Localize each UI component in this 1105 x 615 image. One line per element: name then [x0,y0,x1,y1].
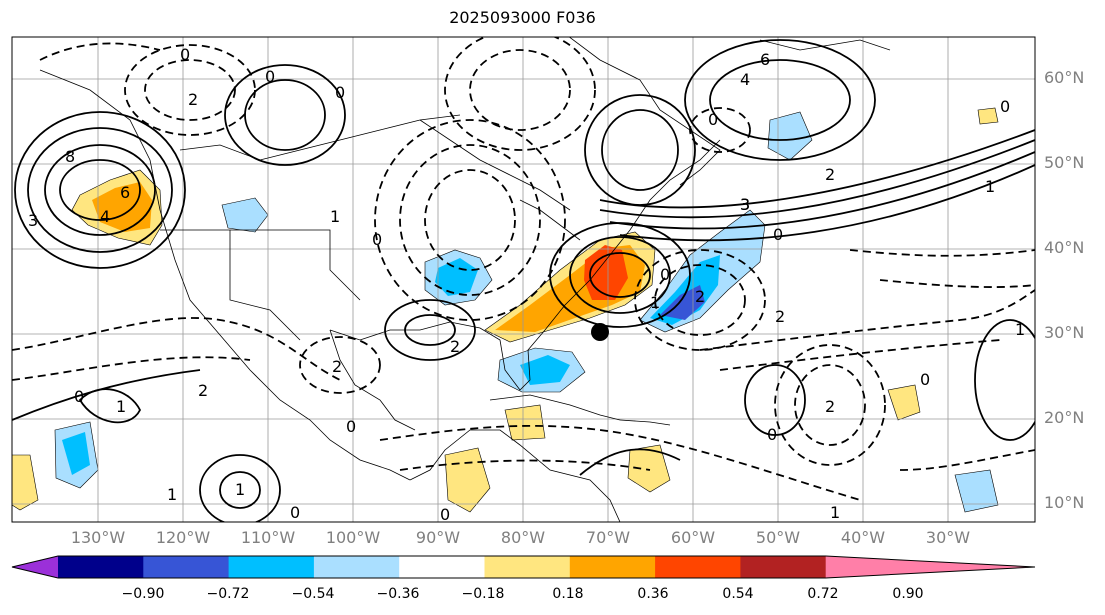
colorbar-tick: −0.36 [376,586,420,602]
contour-label: 6 [760,50,770,69]
colorbar-tick: 0.90 [892,586,924,602]
contour-label: 4 [100,207,110,226]
contour-label: 6 [120,183,130,202]
colorbar-segment [740,556,827,578]
contour-label: 2 [450,337,460,356]
contour-label: 0 [372,230,382,249]
lat-label: 50°N [1044,153,1085,172]
colorbar-extend-low [12,556,58,578]
colorbar-tick: 0.72 [807,586,839,602]
lon-label: 80°W [500,528,546,547]
contour-label: 0 [767,425,777,444]
contour-label: 1 [985,177,995,196]
contour-label: 0 [335,83,345,102]
lon-label: 70°W [585,528,631,547]
contour-label: 1 [1015,320,1025,339]
colorbar-extend-high [825,556,1035,578]
colorbar-segment [569,556,656,578]
colorbar-tick: 0.18 [552,586,584,602]
lon-label: 40°W [840,528,886,547]
colorbar-tick: 0.54 [722,586,754,602]
contour-label: 3 [740,195,750,214]
contour-label: 2 [825,397,835,416]
contour-label: 0 [74,387,84,406]
lat-label: 40°N [1044,238,1085,257]
lon-label: 30°W [925,528,971,547]
colorbar-tick: −0.90 [121,586,165,602]
contour-label: 0 [1000,97,1010,116]
colorbar-segment [143,556,230,578]
colorbar-tick: 0.36 [637,586,669,602]
colorbar-tick: −0.18 [461,586,505,602]
lon-label: 120°W [155,528,211,547]
colorbar-segment [399,556,485,578]
colorbar-segment [58,556,144,578]
contour-label: 3 [28,211,38,230]
lat-label: 30°N [1044,323,1085,342]
contour-label: 1 [330,207,340,226]
colorbar [11,555,1036,579]
contour-label: 1 [116,397,126,416]
colorbar-outline [11,555,1036,579]
contour-label: 8 [65,147,75,166]
lon-label: 110°W [240,528,296,547]
contours-negative [12,37,1035,501]
contour-label: 0 [180,45,190,64]
contour-label: 0 [773,225,783,244]
contour-label: 0 [440,505,450,524]
colorbar-tick: −0.54 [291,586,335,602]
lat-label: 20°N [1044,408,1085,427]
contours-positive [12,39,1035,522]
map-title: 2025093000 F036 [449,8,596,27]
lon-label: 50°W [755,528,801,547]
map-border [11,36,1036,523]
contour-label: 2 [775,307,785,326]
contour-label: 2 [825,165,835,184]
colorbar-tick: −0.72 [206,586,250,602]
lon-label: 100°W [325,528,381,547]
contour-label: 0 [290,503,300,522]
contour-label: 0 [660,265,670,284]
lon-label: 130°W [70,528,126,547]
contour-label: 0 [920,370,930,389]
contour-label: 2 [695,287,705,306]
contour-label: 0 [346,417,356,436]
graticule [12,37,1035,522]
contour-label: 1 [830,503,840,522]
lon-label: 60°W [670,528,716,547]
contour-label: 2 [188,90,198,109]
contour-labels: 0 0 0 0 1 2 4 6 8 3 2 0 1 2 4 6 0 1 3 2 … [28,45,1025,524]
contour-label: 1 [650,293,660,312]
lat-label: 60°N [1044,68,1085,87]
shaded-field [12,107,999,513]
colorbar-segment [484,556,571,578]
contour-label: 0 [265,67,275,86]
contour-label: 0 [708,110,718,129]
contour-label: 3 [740,195,750,214]
contour-label: 1 [167,485,177,504]
contour-label: 2 [198,381,208,400]
contour-label: 1 [235,480,245,499]
contour-label: 4 [740,70,750,89]
colorbar-segment [228,556,315,578]
contour-label: 2 [332,357,342,376]
colorbar-segment [313,556,400,578]
lat-label: 10°N [1044,493,1085,512]
colorbar-segment [655,556,741,578]
storm-center-marker [591,323,609,341]
lon-label: 90°W [415,528,461,547]
